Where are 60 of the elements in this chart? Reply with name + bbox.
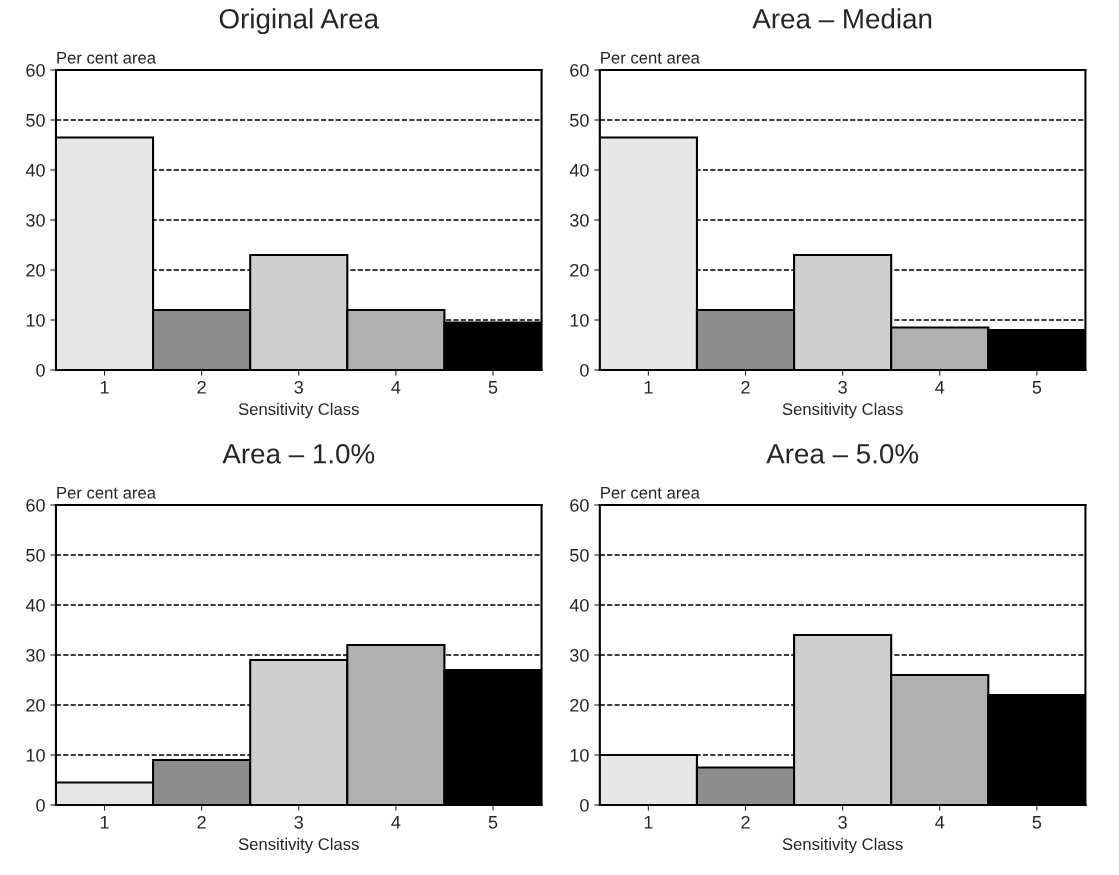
y-tick-label: 0 [580,798,589,812]
x-tick-label: 2 [197,815,206,829]
y-tick-label: 20 [26,698,45,712]
y-tick-label: 60 [570,498,589,512]
y-tick-label: 20 [570,263,589,277]
y-tick-label: 30 [26,213,45,227]
y-tick-label: 50 [26,113,45,127]
y-axis-title: Per cent area [57,52,157,64]
y-tick-label: 10 [570,313,589,327]
y-axis-title: Per cent area [57,487,157,499]
x-tick-label: 1 [100,816,109,829]
y-tick-label: 40 [25,598,45,612]
y-tick-label: 50 [570,113,589,127]
y-tick-label: 20 [570,698,589,712]
y-tick-label: 60 [570,63,589,77]
y-axis-title: Per cent area [601,487,700,499]
x-tick-label: 3 [838,380,847,394]
x-tick-label: 1 [644,381,653,394]
x-tick-label: 5 [1032,816,1042,829]
y-tick-label: 30 [570,648,589,662]
y-tick-label: 40 [25,163,45,177]
y-tick-label: 40 [569,598,589,612]
y-tick-label: 30 [570,213,589,227]
y-tick-label: 0 [580,363,589,377]
x-tick-label: 4 [935,816,945,829]
x-tick-label: 5 [1032,381,1042,394]
x-axis-title: Sensitivity Class [238,837,359,854]
x-tick-label: 4 [935,381,945,394]
x-tick-label: 1 [100,381,109,394]
x-axis-title: Sensitivity Class [782,837,903,854]
y-tick-label: 40 [569,163,589,177]
x-tick-label: 4 [391,816,401,829]
x-tick-label: 3 [838,815,847,829]
x-tick-label: 2 [741,815,750,829]
y-tick-label: 50 [570,548,589,562]
x-tick-label: 1 [644,816,653,829]
x-tick-label: 5 [488,816,498,829]
y-tick-label: 0 [36,363,45,377]
chart-title: Original Area [219,8,380,35]
y-tick-label: 10 [570,748,589,762]
y-tick-label: 20 [26,263,45,277]
y-tick-label: 0 [36,798,45,812]
x-tick-label: 2 [197,380,206,394]
y-tick-label: 10 [26,748,45,762]
y-tick-label: 10 [26,313,45,327]
chart-title: Area – 1.0% [222,443,375,464]
x-tick-label: 3 [294,380,303,394]
x-tick-label: 4 [391,381,401,394]
y-axis-title: Per cent area [601,52,700,64]
x-tick-label: 2 [741,380,750,394]
x-axis-title: Sensitivity Class [238,402,359,419]
x-tick-label: 3 [294,815,303,829]
chart-title: Area – Median [752,8,932,29]
y-tick-label: 60 [26,498,45,512]
y-tick-label: 60 [26,63,45,77]
chart-title: Area – 5.0% [766,443,919,464]
y-tick-label: 30 [26,648,45,662]
x-axis-title: Sensitivity Class [782,402,903,419]
y-tick-label: 50 [26,548,45,562]
x-tick-label: 5 [488,381,498,394]
